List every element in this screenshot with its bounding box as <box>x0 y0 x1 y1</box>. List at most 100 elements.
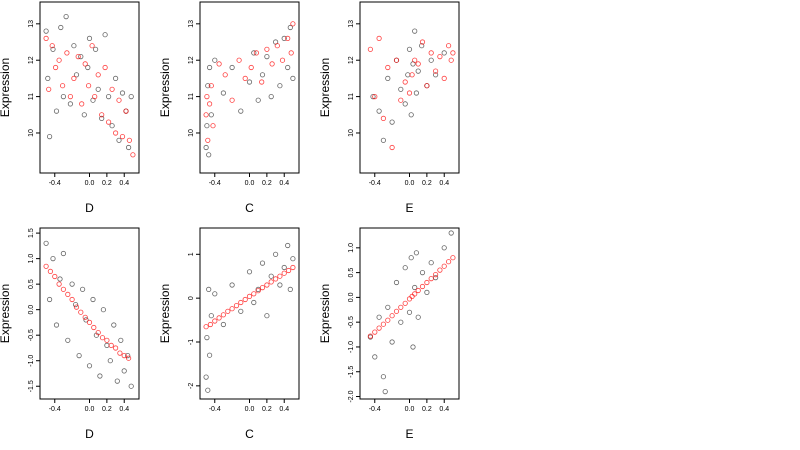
black-data-point <box>100 307 107 313</box>
black-data-point <box>372 354 378 360</box>
red-data-point <box>264 282 270 288</box>
red-data-point <box>412 291 418 297</box>
black-data-point <box>264 53 270 60</box>
red-data-point <box>236 57 242 63</box>
black-data-point <box>128 94 134 100</box>
red-data-point <box>259 284 266 291</box>
black-data-point <box>264 313 270 319</box>
black-data-point <box>220 90 226 96</box>
x-tick-label: -0.4 <box>209 180 221 187</box>
y-axis-title: Expression <box>0 284 12 343</box>
black-data-point <box>46 296 53 303</box>
panel-5: -0.4 0.0 0.2 0.4 -2 -1 0 1 C Expression <box>158 227 300 441</box>
black-data-point <box>203 144 209 151</box>
red-data-point <box>415 61 421 67</box>
red-data-point <box>95 72 101 78</box>
black-data-point <box>207 352 213 358</box>
black-data-point <box>419 43 425 49</box>
red-data-point <box>272 276 279 282</box>
x-tick-label: 0.0 <box>245 180 255 187</box>
red-data-point <box>290 264 296 271</box>
y-tick-label: 10 <box>348 129 355 137</box>
black-data-point <box>370 94 376 100</box>
black-data-point <box>43 28 49 34</box>
black-data-point <box>424 289 430 295</box>
red-data-point <box>46 86 52 92</box>
black-data-point <box>281 35 287 42</box>
red-data-point <box>290 21 296 27</box>
red-data-point <box>432 68 439 74</box>
red-data-point <box>406 296 413 302</box>
red-data-point <box>207 321 213 328</box>
red-data-point <box>372 329 378 335</box>
red-data-point <box>207 101 213 107</box>
black-data-point <box>119 90 126 96</box>
red-data-point <box>450 50 456 56</box>
black-data-point <box>116 137 122 143</box>
red-data-point <box>205 137 211 143</box>
red-data-point <box>106 119 112 125</box>
red-data-point <box>279 57 286 63</box>
red-data-point <box>428 275 434 282</box>
x-axis-title: E <box>405 201 413 215</box>
red-data-point <box>203 112 209 118</box>
red-data-point <box>119 134 126 140</box>
red-data-point <box>419 283 426 290</box>
black-data-point <box>412 28 418 34</box>
y-tick-label: 1.0 <box>28 254 35 264</box>
black-data-point <box>125 352 131 359</box>
red-data-point <box>274 43 280 49</box>
y-tick-label: 12 <box>188 56 195 64</box>
red-data-point <box>123 108 129 114</box>
black-data-point <box>441 245 447 251</box>
x-tick-label: 0.4 <box>439 406 449 413</box>
y-tick-label: 11 <box>188 93 195 100</box>
panel-3: -0.4 0.0 0.2 0.4 10 11 12 13 E Expression <box>318 1 460 215</box>
red-data-point <box>251 291 257 297</box>
red-data-point <box>445 259 452 265</box>
x-tick-label: 0.2 <box>422 406 432 413</box>
y-tick-label: -1.5 <box>28 380 35 392</box>
black-data-point <box>76 352 82 359</box>
x-axis-title: D <box>85 201 94 215</box>
red-data-point <box>269 61 275 67</box>
x-axis-title: D <box>85 427 94 441</box>
red-data-point <box>277 273 283 279</box>
y-tick-label: 0 <box>188 296 195 300</box>
red-data-point <box>445 43 452 49</box>
red-data-point <box>208 83 214 89</box>
red-data-point <box>432 271 439 278</box>
black-data-point <box>281 264 287 271</box>
black-data-point <box>107 358 113 364</box>
red-data-point <box>441 75 447 82</box>
black-data-point <box>415 68 421 74</box>
black-data-point <box>207 64 213 71</box>
red-data-point <box>253 50 259 56</box>
black-data-point <box>398 86 404 92</box>
plot-frame <box>359 227 460 400</box>
black-data-point <box>73 72 80 78</box>
red-data-point <box>285 35 291 42</box>
red-data-point <box>216 61 222 67</box>
y-axis-title: Expression <box>158 284 172 343</box>
red-data-point <box>393 57 400 63</box>
black-data-point <box>259 260 266 266</box>
red-data-point <box>102 64 108 71</box>
black-data-point <box>106 94 112 100</box>
red-data-point <box>415 287 421 294</box>
x-tick-label: 0.4 <box>279 180 289 187</box>
red-data-point <box>376 325 382 331</box>
red-data-point <box>75 53 81 60</box>
black-data-point <box>57 276 63 282</box>
y-tick-label: 13 <box>188 20 195 28</box>
x-tick-label: 0.2 <box>102 406 112 413</box>
red-data-point <box>86 319 93 325</box>
black-data-point <box>50 46 56 52</box>
red-data-point <box>412 57 418 63</box>
black-data-point <box>408 112 414 118</box>
y-tick-label: 0.0 <box>28 305 35 315</box>
black-data-point <box>415 314 421 320</box>
red-data-point <box>65 291 71 297</box>
black-data-point <box>285 242 291 249</box>
black-data-point <box>251 299 257 306</box>
